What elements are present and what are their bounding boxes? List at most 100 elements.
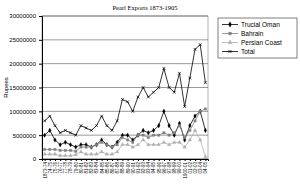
legend-marker <box>228 50 231 53</box>
series <box>43 109 206 149</box>
marker <box>157 143 161 146</box>
marker <box>54 124 57 127</box>
marker <box>152 134 154 136</box>
x-tick-mark <box>128 159 129 161</box>
marker <box>132 141 134 143</box>
marker <box>168 86 171 89</box>
marker <box>105 124 108 127</box>
marker <box>121 143 125 146</box>
marker <box>105 152 109 155</box>
marker <box>168 134 170 136</box>
y-tick-mark <box>39 40 42 41</box>
grid-line <box>42 111 208 112</box>
marker <box>194 48 197 51</box>
marker <box>58 154 62 157</box>
marker <box>136 143 140 146</box>
legend-line <box>222 33 238 34</box>
grid-line <box>42 39 208 40</box>
marker <box>188 77 191 80</box>
marker <box>69 131 72 134</box>
plot: 0500000010000000150000002000000025000000… <box>9 13 208 178</box>
x-tick-mark <box>205 159 206 161</box>
plot-frame <box>42 16 208 159</box>
y-tick: 0 <box>33 156 42 162</box>
y-tick-mark <box>39 88 42 89</box>
marker <box>178 72 181 75</box>
x-tick-mark <box>200 159 201 161</box>
grid-line <box>42 16 208 17</box>
marker <box>178 140 182 143</box>
x-tick: 04-05 <box>203 159 208 174</box>
marker <box>162 140 166 143</box>
marker <box>199 110 201 112</box>
marker <box>54 148 56 150</box>
marker <box>90 129 93 132</box>
marker <box>163 132 165 134</box>
legend-marker <box>229 32 232 35</box>
marker <box>142 134 144 136</box>
marker <box>131 145 135 148</box>
marker <box>131 110 134 113</box>
marker <box>43 119 46 122</box>
y-tick-mark <box>39 159 42 160</box>
marker <box>116 119 119 122</box>
marker <box>84 152 88 155</box>
marker <box>204 128 207 133</box>
marker <box>64 149 66 151</box>
x-tick-mark <box>60 159 61 161</box>
grid <box>42 16 208 159</box>
y-tick-label: 0 <box>33 156 37 162</box>
x-tick-label: 04-05 <box>203 162 208 174</box>
marker <box>147 131 150 136</box>
marker <box>183 136 185 138</box>
y-tick-label: 5000000 <box>13 133 37 139</box>
marker <box>69 142 72 147</box>
marker <box>142 86 145 89</box>
x-tick-mark <box>185 159 186 161</box>
marker <box>49 148 51 150</box>
x-tick-mark <box>190 159 191 161</box>
y-tick-label: 30000000 <box>9 13 36 19</box>
marker <box>80 146 82 148</box>
x-tick-mark <box>159 159 160 161</box>
marker <box>80 124 83 127</box>
marker <box>157 123 160 128</box>
x-tick-mark <box>55 159 56 161</box>
marker <box>126 133 129 138</box>
y-tick: 15000000 <box>9 85 42 91</box>
marker <box>199 43 202 46</box>
marker <box>173 132 175 134</box>
marker <box>163 67 166 70</box>
marker <box>157 86 160 89</box>
legend-box <box>218 18 297 58</box>
y-tick: 5000000 <box>13 133 42 139</box>
marker <box>111 146 113 148</box>
marker <box>152 143 156 146</box>
marker <box>74 145 77 150</box>
marker <box>89 152 93 155</box>
marker <box>95 124 98 127</box>
marker <box>183 105 186 108</box>
legend-label: Trucial Oman <box>241 21 280 28</box>
series <box>43 128 208 157</box>
series <box>43 108 206 153</box>
x-tick-mark <box>76 159 77 161</box>
y-tick-label: 20000000 <box>9 61 36 67</box>
marker <box>152 128 155 133</box>
x-tick-mark <box>195 159 196 161</box>
grid-line <box>42 87 208 88</box>
x-tick-mark <box>143 159 144 161</box>
marker <box>126 143 130 146</box>
marker <box>152 91 155 94</box>
x-tick-mark <box>96 159 97 161</box>
marker <box>106 142 109 147</box>
marker <box>85 127 88 130</box>
y-tick-label: 10000000 <box>9 109 36 115</box>
x-tick-mark <box>179 159 180 161</box>
legend-label: Bahrain <box>241 30 264 37</box>
x-tick-mark <box>154 159 155 161</box>
marker <box>64 140 67 145</box>
marker <box>43 133 46 138</box>
marker <box>126 100 129 103</box>
x-tick-mark <box>71 159 72 161</box>
